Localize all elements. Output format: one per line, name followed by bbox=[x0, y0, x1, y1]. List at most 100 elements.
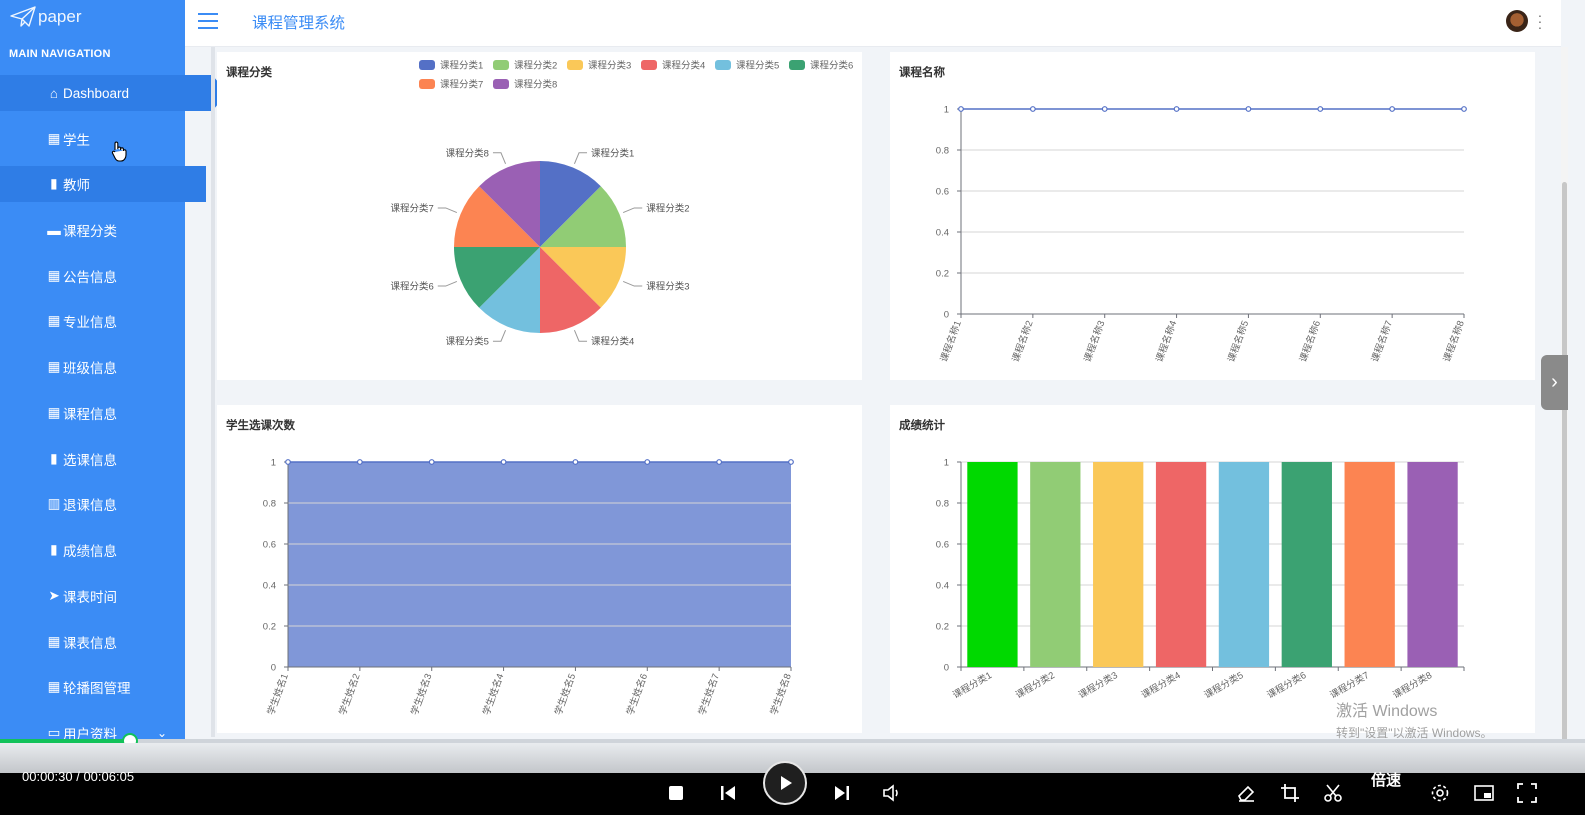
sidebar-item-4[interactable]: ▬ 课程分类 bbox=[0, 212, 185, 248]
video-timecode: 00:00:30 / 00:06:05 bbox=[22, 769, 135, 784]
bar[interactable] bbox=[1218, 462, 1270, 667]
line-point[interactable] bbox=[1389, 106, 1396, 112]
sidebar-item-1[interactable]: ⌂ Dashboard bbox=[0, 75, 228, 111]
line-point[interactable] bbox=[1173, 106, 1180, 112]
bar[interactable] bbox=[1281, 462, 1332, 667]
pie-slice-label: 课程分类2 bbox=[646, 202, 689, 214]
sidebar-item-label: 课程分类 bbox=[63, 224, 117, 239]
clipboard-icon: ▮ bbox=[50, 176, 58, 191]
pie-slice[interactable] bbox=[454, 186, 540, 247]
bar[interactable] bbox=[1407, 462, 1458, 667]
picture-in-picture-icon[interactable] bbox=[1472, 781, 1496, 805]
legend-item[interactable]: 课程分类3 bbox=[567, 60, 631, 72]
area-point[interactable] bbox=[644, 459, 651, 465]
y-tick-label: 0.6 bbox=[936, 540, 949, 551]
line-point[interactable] bbox=[1461, 106, 1467, 112]
line-point[interactable] bbox=[958, 106, 964, 112]
x-tick-label: 学生姓名3 bbox=[408, 672, 434, 717]
watermark-line1: 激活 Windows bbox=[1336, 703, 1438, 720]
legend-item[interactable]: 课程分类6 bbox=[789, 60, 853, 72]
x-tick-label: 课程名称2 bbox=[1010, 319, 1036, 364]
legend-swatch bbox=[715, 60, 731, 70]
line-point[interactable] bbox=[1101, 106, 1108, 112]
side-expand-arrow-icon[interactable]: › bbox=[1541, 355, 1568, 410]
chart-panel-student-selections: 学生选课次数 0 0.2 0.4 0.6 0.8 1 学生姓名1 学生姓名2 学生姓名3 学生姓名… bbox=[217, 405, 862, 733]
next-icon[interactable] bbox=[830, 781, 854, 805]
playback-speed-button[interactable]: 倍速 bbox=[1371, 772, 1402, 789]
area-point[interactable] bbox=[716, 459, 723, 465]
line-point[interactable] bbox=[1029, 106, 1036, 112]
volume-icon[interactable] bbox=[880, 781, 904, 805]
chevron-down-icon: ⌄ bbox=[156, 726, 167, 740]
sidebar-item-14[interactable]: ▦ 轮播图管理 bbox=[0, 669, 185, 705]
sidebar-item-10[interactable]: ▥ 退课信息 bbox=[0, 486, 185, 522]
pie-slice[interactable] bbox=[540, 247, 601, 333]
bar[interactable] bbox=[1030, 462, 1081, 667]
area-point[interactable] bbox=[572, 459, 579, 465]
pie-slice[interactable] bbox=[479, 161, 540, 247]
scissors-icon[interactable] bbox=[1321, 781, 1345, 805]
bar-chart-icon: ▥ bbox=[47, 496, 61, 511]
legend-item[interactable]: 课程分类2 bbox=[493, 60, 557, 72]
sidebar-item-6[interactable]: ▦ 专业信息 bbox=[0, 303, 185, 339]
area-point[interactable] bbox=[356, 459, 363, 465]
legend-item[interactable]: 课程分类1 bbox=[419, 60, 483, 72]
bar[interactable] bbox=[1155, 462, 1207, 667]
pie-slice[interactable] bbox=[479, 247, 540, 333]
sidebar-item-2[interactable]: ▦ 学生 bbox=[0, 121, 185, 157]
stop-icon[interactable] bbox=[664, 781, 688, 805]
more-options-icon[interactable]: · · · bbox=[1537, 7, 1543, 35]
sidebar-item-label: 课程信息 bbox=[63, 407, 117, 422]
legend-item[interactable]: 课程分类8 bbox=[493, 79, 557, 91]
app-title: 课程管理系统 bbox=[252, 15, 346, 32]
sidebar-item-label: 成绩信息 bbox=[63, 544, 117, 559]
pie-slice-label: 课程分类7 bbox=[390, 202, 433, 214]
pie-slice[interactable] bbox=[540, 186, 626, 247]
area-point[interactable] bbox=[788, 459, 794, 465]
legend-item[interactable]: 课程分类5 bbox=[715, 60, 779, 72]
settings-gear-icon[interactable] bbox=[1428, 781, 1452, 805]
pie-chart: 课程分类1 课程分类2 课程分类3 课程分类4 课程分类5 课程分类6 课程分类7 课程分类8… bbox=[390, 60, 853, 348]
grid-icon: ▦ bbox=[47, 679, 61, 694]
legend-swatch bbox=[419, 79, 435, 89]
bar[interactable] bbox=[1093, 462, 1144, 667]
sidebar-item-8[interactable]: ▦ 课程信息 bbox=[0, 395, 185, 431]
y-tick-label: 0.2 bbox=[936, 622, 949, 633]
avatar[interactable] bbox=[1506, 10, 1528, 32]
area-point[interactable] bbox=[285, 459, 291, 465]
clipboard-icon: ▮ bbox=[50, 542, 58, 557]
bar[interactable] bbox=[967, 462, 1018, 667]
sidebar-item-9[interactable]: ▮ 选课信息 bbox=[0, 441, 185, 477]
legend-item[interactable]: 课程分类7 bbox=[419, 79, 483, 91]
sidebar-item-3[interactable]: ▮ 教师 bbox=[0, 166, 206, 202]
previous-icon[interactable] bbox=[716, 781, 740, 805]
sidebar-item-5[interactable]: ▦ 公告信息 bbox=[0, 258, 185, 294]
y-tick-label: 0.2 bbox=[936, 269, 949, 280]
menu-toggle-icon[interactable] bbox=[198, 13, 218, 29]
chart-title: 成绩统计 bbox=[899, 420, 945, 432]
line-point[interactable] bbox=[1317, 106, 1324, 112]
x-tick-label: 课程分类4 bbox=[1139, 669, 1182, 701]
area-point[interactable] bbox=[428, 459, 435, 465]
scrollbar-thumb[interactable] bbox=[1562, 182, 1567, 742]
pie-slice[interactable] bbox=[540, 161, 601, 247]
grid-icon: ▦ bbox=[47, 405, 61, 420]
pie-slice[interactable] bbox=[540, 247, 626, 308]
sidebar-item-7[interactable]: ▦ 班级信息 bbox=[0, 349, 185, 385]
legend-item[interactable]: 课程分类4 bbox=[641, 60, 705, 72]
line-point[interactable] bbox=[1245, 106, 1252, 112]
pie-slice[interactable] bbox=[454, 247, 540, 308]
crop-icon[interactable] bbox=[1278, 781, 1302, 805]
eraser-icon[interactable] bbox=[1234, 781, 1258, 805]
sidebar-item-11[interactable]: ▮ 成绩信息 bbox=[0, 532, 185, 568]
bar[interactable] bbox=[1344, 462, 1395, 667]
app-logo[interactable]: paper bbox=[0, 0, 185, 34]
sidebar-item-12[interactable]: ➤ 课表时间 bbox=[0, 578, 185, 614]
play-button[interactable] bbox=[763, 761, 807, 805]
sidebar-item-15[interactable]: ▭ 用户资料 ⌄ bbox=[0, 715, 185, 751]
chart-panel-course-category: 课程分类 课程分类1 课程分类2 课程分类3 课程分类4 课程分类5 课程分类6 课程分类7… bbox=[217, 52, 862, 380]
area-point[interactable] bbox=[500, 459, 507, 465]
sidebar-item-13[interactable]: ▦ 课表信息 bbox=[0, 624, 185, 660]
fullscreen-icon[interactable] bbox=[1515, 781, 1539, 805]
sidebar-item-label: 课表信息 bbox=[63, 636, 117, 651]
